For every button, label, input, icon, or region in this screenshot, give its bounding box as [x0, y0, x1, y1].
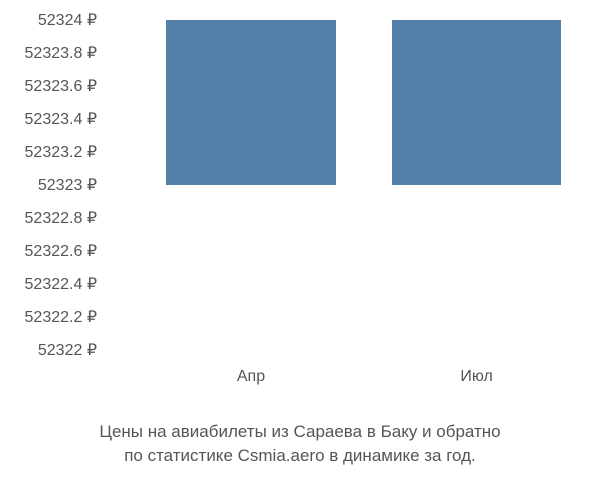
caption-line-1: Цены на авиабилеты из Сараева в Баку и о…	[0, 420, 600, 444]
y-tick-label: 52322.2 ₽	[25, 307, 97, 327]
y-axis: 52324 ₽52323.8 ₽52323.6 ₽52323.4 ₽52323.…	[0, 20, 105, 350]
bar	[166, 20, 335, 185]
bar	[392, 20, 561, 185]
chart-plot-area	[110, 20, 580, 350]
x-tick-label: Июл	[460, 368, 492, 386]
y-tick-label: 52322 ₽	[38, 340, 97, 360]
x-tick-label: Апр	[237, 368, 265, 386]
y-tick-label: 52323.6 ₽	[25, 76, 97, 96]
chart-caption: Цены на авиабилеты из Сараева в Баку и о…	[0, 420, 600, 468]
y-tick-label: 52322.6 ₽	[25, 241, 97, 261]
y-tick-label: 52323.2 ₽	[25, 142, 97, 162]
y-tick-label: 52323.4 ₽	[25, 109, 97, 129]
x-axis: Апр Июл	[110, 360, 580, 390]
y-tick-label: 52324 ₽	[38, 10, 97, 30]
y-tick-label: 52323 ₽	[38, 175, 97, 195]
y-tick-label: 52322.8 ₽	[25, 208, 97, 228]
y-tick-label: 52323.8 ₽	[25, 43, 97, 63]
caption-line-2: по статистике Csmia.aero в динамике за г…	[0, 444, 600, 468]
y-tick-label: 52322.4 ₽	[25, 274, 97, 294]
